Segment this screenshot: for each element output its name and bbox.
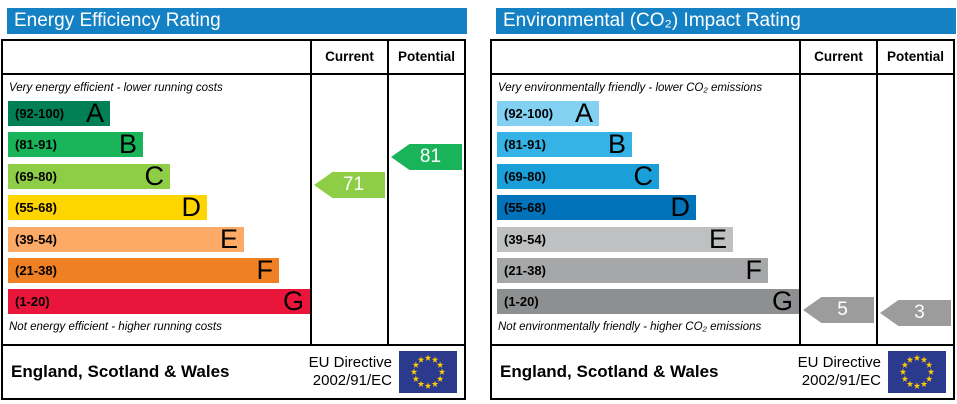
band-row-b: (81-91) B — [497, 129, 799, 160]
band-letter: A — [85, 98, 104, 128]
band-bar-b: (81-91) B — [497, 129, 632, 160]
band-letter: F — [745, 254, 763, 285]
eu-directive-line1: EU Directive — [308, 354, 392, 371]
band-range-label: (1-20) — [504, 294, 539, 310]
environmental-rating-table: Current Potential Very environmentally f… — [490, 39, 955, 400]
rating-bands: (92-100) A (81-91) B (69-80) C (55-68) D (39-54)… — [8, 98, 310, 321]
band-letter: E — [708, 223, 727, 254]
band-row-d: (55-68) D — [497, 192, 799, 223]
band-bar-c: (69-80) C — [8, 160, 170, 191]
column-divider — [876, 41, 878, 346]
potential-rating-arrow: 3 — [880, 300, 951, 326]
band-letter: D — [670, 192, 691, 223]
band-letter: B — [118, 129, 137, 160]
region-label: England, Scotland & Wales — [500, 362, 719, 381]
band-letter: C — [633, 160, 654, 191]
rating-bands: (92-100) A (81-91) B (69-80) C (55-68) D (39-54)… — [497, 98, 799, 321]
footer-divider — [3, 344, 464, 346]
eu-directive-label: EU Directive 2002/91/EC — [309, 354, 392, 390]
current-column-header: Current — [325, 49, 374, 64]
panel-title-environmental: Environmental (CO₂) Impact Rating — [496, 8, 956, 34]
band-bar-f: (21-38) F — [8, 254, 279, 285]
energy-efficiency-panel: Energy Efficiency Rating Current Potenti… — [1, 5, 467, 400]
band-row-a: (92-100) A — [8, 98, 310, 128]
band-bar-f: (21-38) F — [497, 254, 768, 285]
band-letter: E — [219, 223, 238, 254]
current-rating-arrow: 71 — [314, 172, 385, 198]
band-bar-a: (92-100) A — [8, 98, 110, 128]
band-letter: D — [181, 192, 202, 223]
region-label: England, Scotland & Wales — [11, 362, 230, 381]
band-row-e: (39-54) E — [8, 223, 310, 254]
band-row-c: (69-80) C — [497, 160, 799, 191]
panel-title-energy: Energy Efficiency Rating — [7, 8, 467, 34]
energy-rating-table: Current Potential Very energy efficient … — [1, 39, 466, 400]
band-range-label: (39-54) — [504, 231, 546, 247]
band-row-f: (21-38) F — [497, 254, 799, 285]
current-column-header: Current — [814, 49, 863, 64]
environmental-impact-panel: Environmental (CO₂) Impact Rating Curren… — [490, 5, 956, 400]
band-range-label: (1-20) — [15, 294, 50, 310]
eu-flag-icon — [399, 351, 457, 393]
header-divider — [492, 73, 953, 75]
band-range-label: (69-80) — [504, 168, 546, 184]
current-rating-arrow: 5 — [803, 297, 874, 323]
band-letter: G — [282, 286, 304, 317]
band-range-label: (21-38) — [504, 262, 546, 278]
band-row-c: (69-80) C — [8, 160, 310, 191]
band-range-label: (21-38) — [15, 262, 57, 278]
band-letter: A — [574, 98, 593, 128]
bottom-note: Not energy efficient - higher running co… — [9, 321, 222, 333]
band-range-label: (69-80) — [15, 168, 57, 184]
band-letter: B — [607, 129, 626, 160]
eu-directive-line2: 2002/91/EC — [801, 372, 881, 389]
bottom-note: Not environmentally friendly - higher CO… — [498, 321, 762, 333]
footer-divider — [492, 344, 953, 346]
band-row-a: (92-100) A — [497, 98, 799, 128]
band-row-f: (21-38) F — [8, 254, 310, 285]
footer-row: England, Scotland & Wales EU Directive 2… — [492, 346, 953, 398]
band-bar-g: (1-20) G — [497, 286, 799, 317]
eu-directive-line1: EU Directive — [797, 354, 881, 371]
column-divider — [387, 41, 389, 346]
band-letter: G — [771, 286, 793, 317]
band-bar-a: (92-100) A — [497, 98, 599, 128]
band-bar-d: (55-68) D — [8, 192, 207, 223]
eu-flag-icon — [888, 351, 946, 393]
band-range-label: (81-91) — [504, 137, 546, 153]
band-bar-e: (39-54) E — [8, 223, 244, 254]
potential-column-header: Potential — [397, 49, 455, 64]
band-range-label: (81-91) — [15, 137, 57, 153]
band-range-label: (55-68) — [15, 200, 57, 216]
band-letter: F — [256, 254, 274, 285]
band-letter: C — [144, 160, 165, 191]
band-bar-b: (81-91) B — [8, 129, 143, 160]
band-row-g: (1-20) G — [8, 286, 310, 317]
potential-column-header: Potential — [886, 49, 944, 64]
band-bar-d: (55-68) D — [497, 192, 696, 223]
footer-row: England, Scotland & Wales EU Directive 2… — [3, 346, 464, 398]
column-divider — [799, 41, 801, 346]
band-range-label: (92-100) — [504, 106, 554, 121]
band-bar-g: (1-20) G — [8, 286, 310, 317]
band-range-label: (55-68) — [504, 200, 546, 216]
top-note: Very energy efficient - lower running co… — [9, 82, 223, 94]
band-row-g: (1-20) G — [497, 286, 799, 317]
band-range-label: (92-100) — [15, 106, 65, 121]
band-bar-c: (69-80) C — [497, 160, 659, 191]
band-row-d: (55-68) D — [8, 192, 310, 223]
header-divider — [3, 73, 464, 75]
band-bar-e: (39-54) E — [497, 223, 733, 254]
band-row-e: (39-54) E — [497, 223, 799, 254]
column-divider — [310, 41, 312, 346]
band-range-label: (39-54) — [15, 231, 57, 247]
eu-directive-label: EU Directive 2002/91/EC — [798, 354, 881, 390]
potential-rating-arrow: 81 — [391, 144, 462, 170]
top-note: Very environmentally friendly - lower CO… — [498, 82, 763, 94]
eu-directive-line2: 2002/91/EC — [312, 372, 392, 389]
band-row-b: (81-91) B — [8, 129, 310, 160]
